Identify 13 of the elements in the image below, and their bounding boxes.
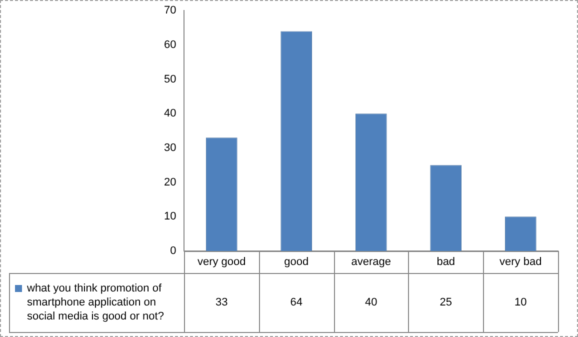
x-tick-label: good: [284, 256, 309, 268]
x-tick-label: bad: [436, 256, 456, 268]
x-tick-label: very good: [197, 256, 246, 268]
x-tick-label: very bad: [500, 256, 542, 268]
y-tick-label: 60: [164, 38, 176, 51]
y-tick-label: 40: [164, 108, 176, 120]
x-tick-label: average: [351, 256, 391, 268]
y-tick-label: 20: [164, 176, 176, 188]
y-tick-label: 10: [164, 210, 176, 223]
y-tick-label: 50: [164, 73, 176, 86]
y-tick-label: 0: [170, 245, 176, 258]
y-tick-label: 30: [164, 142, 176, 154]
y-tick-label: 70: [164, 4, 176, 17]
